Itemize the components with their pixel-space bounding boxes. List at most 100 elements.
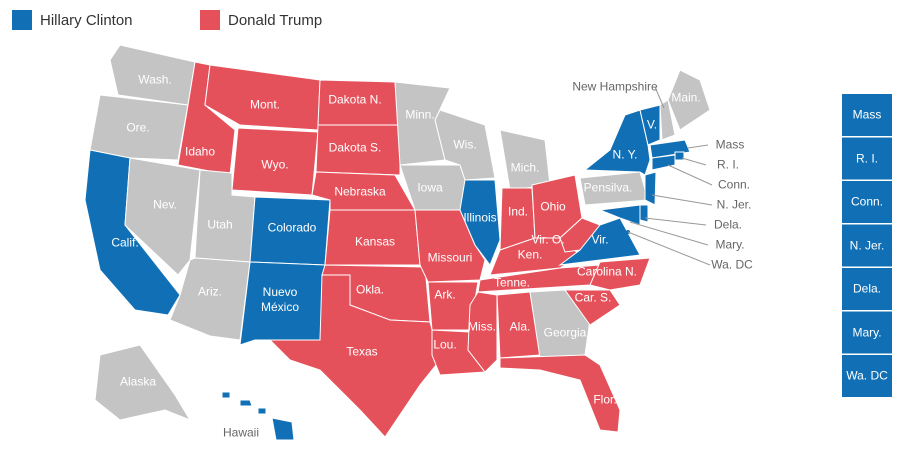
- state-label: Flor.: [593, 392, 617, 407]
- sidebar-box: [842, 268, 892, 310]
- sidebar-box: [842, 311, 892, 354]
- state-label: Mass: [715, 137, 745, 152]
- state-label: Car. S.: [574, 290, 612, 305]
- state-shape: [268, 274, 441, 438]
- state-label: Wyo.: [261, 157, 289, 172]
- state-label: Dela.: [852, 281, 882, 296]
- state-label: Nebraska: [334, 184, 386, 199]
- state-label: Mass: [852, 107, 882, 122]
- state-shape: [659, 99, 676, 141]
- state-label: Okla.: [355, 282, 385, 297]
- state-label: Iowa: [417, 180, 443, 195]
- state-label: Wash.: [138, 72, 172, 87]
- sidebar-box: [842, 137, 892, 180]
- state-label: Calif.: [111, 235, 139, 250]
- state-label: Mary.: [852, 325, 882, 339]
- state-label: Texas: [346, 344, 378, 359]
- state-label: Ind.: [507, 204, 529, 219]
- state-shape: [639, 204, 649, 223]
- state-label: N. Jer.: [716, 197, 752, 212]
- callout-line: [667, 164, 713, 186]
- state-label: Tenne.: [493, 275, 531, 290]
- sidebar-box: [842, 181, 892, 223]
- state-label: Ariz.: [198, 284, 222, 299]
- callout-line: [644, 217, 707, 226]
- state-shape: [674, 151, 685, 161]
- state-label: Ala.: [509, 319, 531, 334]
- state-label: Ore.: [126, 120, 150, 135]
- state-label: Dela.: [713, 217, 743, 232]
- state-label: Illinois: [463, 210, 497, 225]
- state-shape: [651, 154, 676, 171]
- state-label: Wa. DC: [711, 257, 753, 272]
- state-label: Idaho: [184, 144, 216, 159]
- state-label: Minn.: [405, 107, 435, 122]
- state-shape: [94, 344, 192, 422]
- state-shape: [257, 407, 267, 415]
- state-label: Ken.: [517, 247, 543, 262]
- state-shape: [564, 289, 621, 326]
- state-shape: [204, 64, 321, 131]
- state-shape: [315, 124, 401, 176]
- state-shape: [221, 391, 231, 399]
- callout-line: [681, 157, 707, 166]
- legend-label: Donald Trump: [228, 12, 322, 29]
- sidebar-box: [842, 355, 892, 397]
- state-shape: [109, 44, 196, 106]
- state-label: Pensilva.: [583, 180, 633, 195]
- state-label: Conn.: [850, 194, 884, 209]
- state-label: New Hampshire: [572, 79, 658, 94]
- legend-swatch: [12, 10, 32, 30]
- state-label: Main.: [671, 90, 701, 105]
- state-label: Vir. O.: [531, 232, 565, 247]
- state-shape: [459, 179, 501, 267]
- state-shape: [89, 94, 189, 161]
- state-label: Vir.: [591, 232, 609, 247]
- state-label: Mich.: [510, 160, 540, 175]
- state-label: R. I.: [855, 151, 879, 165]
- state-shape: [639, 104, 661, 146]
- state-label: Ark.: [434, 287, 456, 302]
- state-label: Nev.: [153, 197, 177, 212]
- state-shape: [583, 109, 651, 176]
- state-label: Carolina N.: [576, 264, 638, 279]
- state-shape: [499, 354, 621, 433]
- callout-line: [627, 231, 711, 266]
- state-label: Georgia: [543, 325, 587, 340]
- state-label: Mary.: [715, 237, 745, 252]
- sidebar-box: [842, 94, 892, 136]
- state-shape: [589, 257, 651, 291]
- state-label: Lou.: [433, 337, 457, 352]
- state-label: Dakota N.: [328, 92, 382, 107]
- state-shape: [529, 289, 591, 359]
- state-label: Mont.: [249, 97, 281, 112]
- state-label: N. Y.: [612, 147, 638, 162]
- callout-line: [629, 221, 709, 246]
- state-label: N. Jer.: [849, 238, 885, 252]
- callout-line: [651, 194, 713, 206]
- state-label: Colorado: [267, 220, 317, 235]
- state-shape: [239, 399, 253, 407]
- legend-swatch: [200, 10, 220, 30]
- state-label: Utah: [207, 217, 233, 232]
- state-shape: [434, 109, 496, 181]
- state-label: Nuevo México: [260, 285, 299, 314]
- state-label: Alaska: [119, 374, 157, 389]
- sidebar-box: [842, 224, 892, 267]
- state-shape: [271, 417, 295, 441]
- state-label: Hawaii: [222, 425, 260, 440]
- state-shape: [124, 157, 201, 276]
- state-label: Missouri: [427, 250, 473, 265]
- state-label: V.: [646, 117, 658, 132]
- state-shape: [558, 217, 641, 266]
- callout-line: [654, 86, 665, 109]
- state-shape: [667, 69, 711, 131]
- state-label: Miss.: [468, 319, 496, 334]
- state-label: Dakota S.: [328, 140, 382, 155]
- state-label: Wa. DC: [846, 368, 888, 383]
- legend-label: Hillary Clinton: [40, 12, 133, 29]
- state-label: Ohio: [540, 199, 566, 214]
- state-label: Conn.: [717, 177, 751, 192]
